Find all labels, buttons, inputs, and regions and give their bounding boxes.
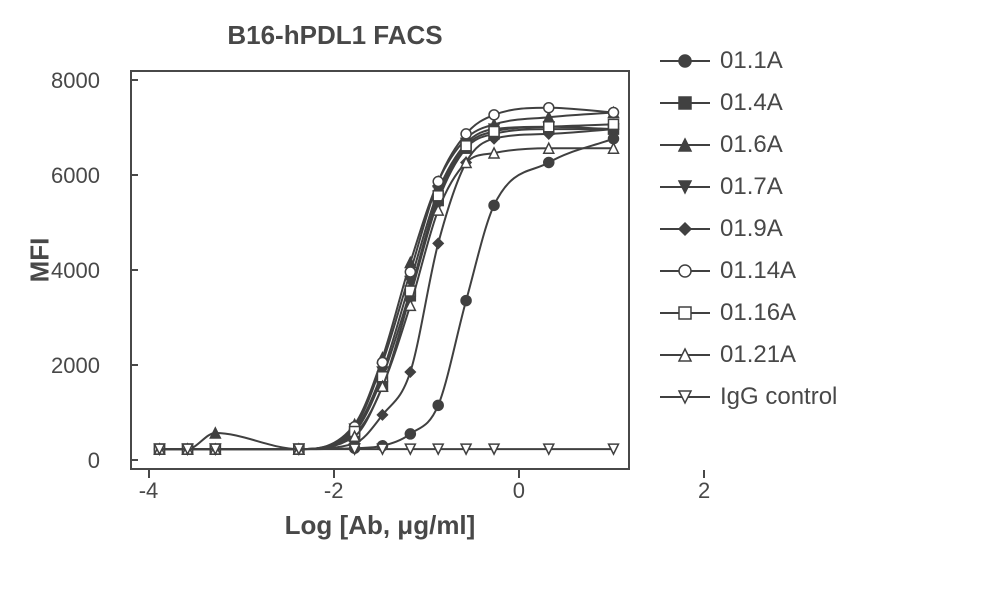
legend-swatch <box>660 130 710 160</box>
series-marker <box>489 127 499 137</box>
series-marker <box>433 400 443 410</box>
chart-title: B16-hPDL1 FACS <box>40 20 630 51</box>
legend-item: 01.14A <box>660 250 837 292</box>
legend-marker-icon <box>660 46 710 76</box>
x-axis-label: Log [Ab, μg/ml] <box>130 510 630 541</box>
legend-label: 01.1A <box>720 47 783 75</box>
plot-svg <box>132 72 632 472</box>
legend-label: 01.14A <box>720 257 796 285</box>
x-tick-label: -4 <box>129 478 169 504</box>
legend-marker-icon <box>660 256 710 286</box>
plot-area <box>130 70 630 470</box>
legend-swatch <box>660 256 710 286</box>
series-line <box>160 124 614 449</box>
legend-label: 01.6A <box>720 131 783 159</box>
chart-figure: B16-hPDL1 FACS MFI 02000400060008000 -4-… <box>40 20 960 576</box>
series-marker <box>544 157 554 167</box>
y-tick-label: 2000 <box>30 353 100 379</box>
series-line <box>160 129 614 449</box>
x-tick-label: 2 <box>684 478 724 504</box>
series-marker <box>461 141 471 151</box>
legend-swatch <box>660 46 710 76</box>
y-tick-label: 4000 <box>30 258 100 284</box>
series-marker <box>608 107 618 117</box>
legend-item: 01.16A <box>660 292 837 334</box>
x-tick-label: 0 <box>499 478 539 504</box>
legend-swatch <box>660 340 710 370</box>
legend: 01.1A 01.4A 01.6A 01.7A 01.9A 01.14A 01.16A 01.… <box>660 40 837 418</box>
y-tick-label: 8000 <box>30 68 100 94</box>
legend-label: 01.9A <box>720 215 783 243</box>
legend-label: 01.4A <box>720 89 783 117</box>
legend-item: 01.4A <box>660 82 837 124</box>
legend-item: 01.9A <box>660 208 837 250</box>
legend-marker-icon <box>660 88 710 118</box>
series-marker <box>433 238 443 248</box>
series-line <box>160 148 614 449</box>
x-tick <box>703 470 705 478</box>
series-marker <box>405 367 415 377</box>
legend-marker-icon <box>660 214 710 244</box>
series-marker <box>461 296 471 306</box>
series-marker <box>608 119 618 129</box>
legend-swatch <box>660 172 710 202</box>
series-marker <box>461 129 471 139</box>
legend-marker-icon <box>660 340 710 370</box>
legend-label: IgG control <box>720 383 837 411</box>
legend-swatch <box>660 382 710 412</box>
series-line <box>160 127 614 449</box>
series-line <box>160 139 614 449</box>
legend-swatch <box>660 298 710 328</box>
x-tick-label: -2 <box>314 478 354 504</box>
series-marker <box>405 429 415 439</box>
legend-marker-icon <box>660 172 710 202</box>
legend-item: IgG control <box>660 376 837 418</box>
legend-item: 01.6A <box>660 124 837 166</box>
legend-marker-icon <box>660 298 710 328</box>
legend-label: 01.16A <box>720 299 796 327</box>
series-marker <box>489 110 499 120</box>
legend-marker-icon <box>660 130 710 160</box>
y-tick-label: 0 <box>30 448 100 474</box>
legend-label: 01.7A <box>720 173 783 201</box>
legend-item: 01.7A <box>660 166 837 208</box>
y-tick-label: 6000 <box>30 163 100 189</box>
legend-marker-icon <box>660 382 710 412</box>
legend-swatch <box>660 88 710 118</box>
legend-item: 01.1A <box>660 40 837 82</box>
series-marker <box>544 122 554 132</box>
series-marker <box>544 103 554 113</box>
series-line <box>160 129 614 449</box>
legend-item: 01.21A <box>660 334 837 376</box>
series-marker <box>489 200 499 210</box>
legend-label: 01.21A <box>720 341 796 369</box>
legend-swatch <box>660 214 710 244</box>
